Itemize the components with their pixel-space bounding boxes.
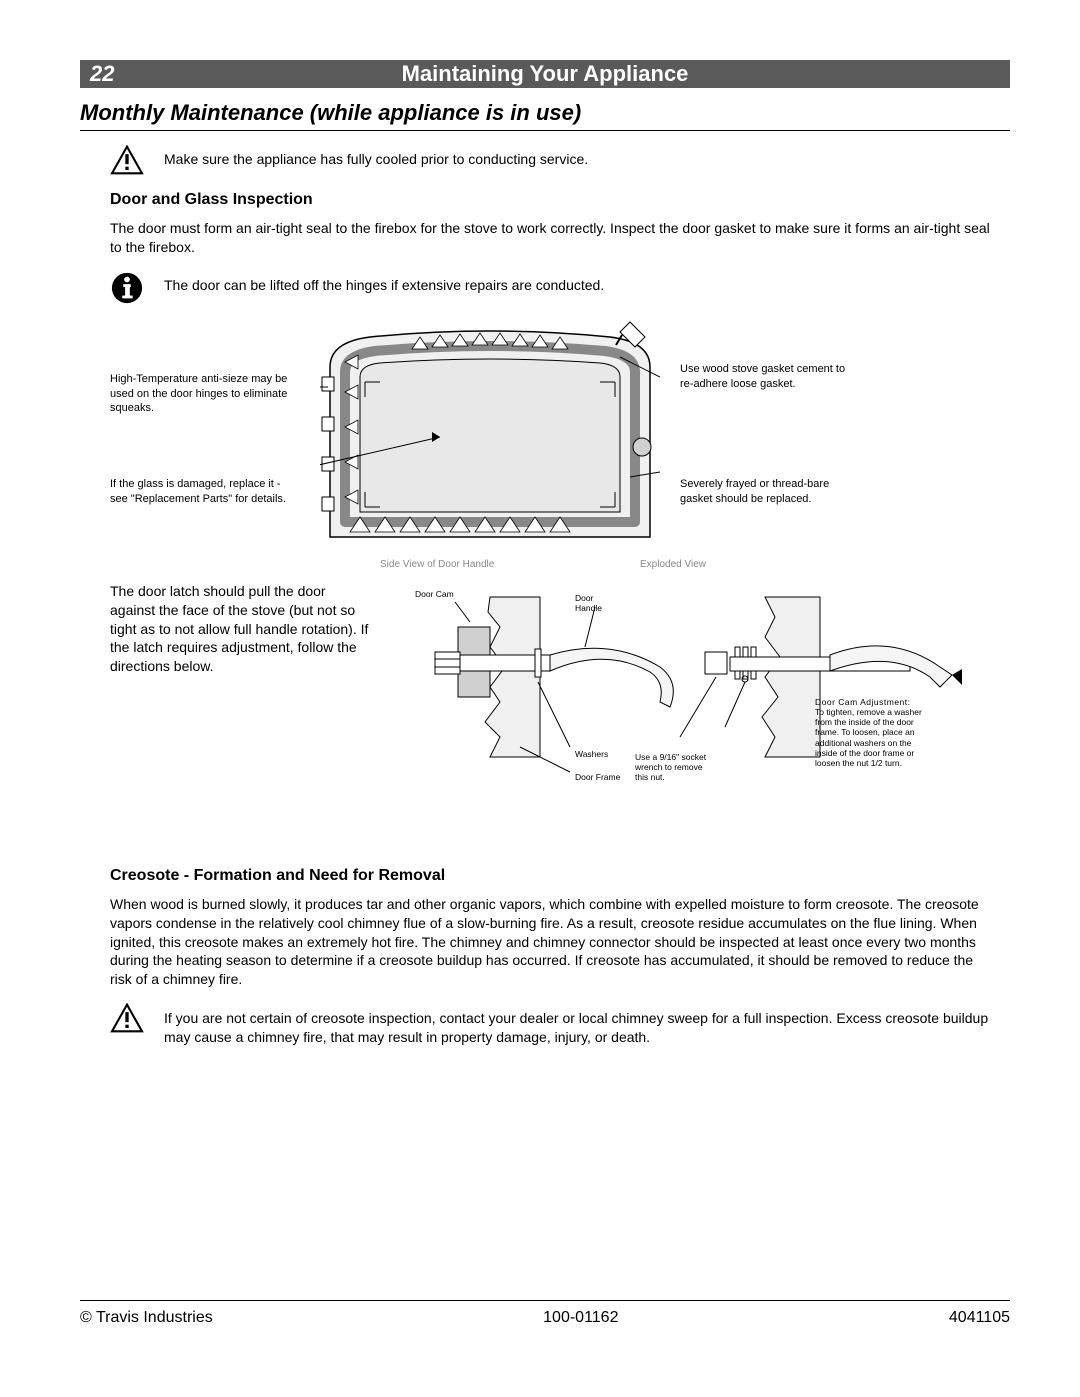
callout-right-2: Severely frayed or thread-bare gasket sh… [680,477,860,507]
footer-right: 4041105 [949,1309,1010,1327]
subheading-creosote: Creosote - Formation and Need for Remova… [80,867,1010,885]
warning-icon [110,1003,144,1033]
footer-center: 100-01162 [543,1309,618,1327]
label-adjust-title: Door Cam Adjustment: [815,697,911,707]
subheading-door: Door and Glass Inspection [80,191,1010,209]
footer: © Travis Industries 100-01162 4041105 [80,1300,1010,1327]
info-row-1: The door can be lifted off the hinges if… [80,271,1010,305]
label-doorframe: Door Frame [575,772,620,782]
door-diagram [320,317,660,567]
warning-row-1: Make sure the appliance has fully cooled… [80,145,1010,175]
warning-row-2: If you are not certain of creosote inspe… [80,1003,1010,1047]
label-wrench: Use a 9/16" socket wrench to remove this… [635,752,715,783]
label-doorhandle: Door Handle [575,593,615,613]
warning-text-2: If you are not certain of creosote inspe… [164,1003,1010,1047]
label-adjust-body: To tighten, remove a washer from the ins… [815,707,922,768]
header-title: Maintaining Your Appliance [160,61,1010,87]
callout-right-1: Use wood stove gasket cement to re-adher… [680,362,850,392]
warning-icon [110,145,144,175]
callout-left-2: If the glass is damaged, replace it - se… [110,477,295,507]
label-washers: Washers [575,749,608,759]
latch-text: The door latch should pull the door agai… [110,582,370,676]
label-exploded-view: Exploded View [640,559,706,570]
label-adjust: Door Cam Adjustment: To tighten, remove … [815,697,925,768]
label-side-view: Side View of Door Handle [380,559,494,570]
callout-left-1: High-Temperature anti-sieze may be used … [110,372,295,417]
section-title: Monthly Maintenance (while appliance is … [80,100,1010,131]
footer-left: © Travis Industries [80,1309,213,1327]
header-bar: 22 Maintaining Your Appliance [80,60,1010,88]
info-icon [110,271,144,305]
label-doorcam: Door Cam [415,589,454,599]
page-number: 22 [80,61,160,87]
body-door: The door must form an air-tight seal to … [80,219,1010,257]
body-creosote: When wood is burned slowly, it produces … [80,895,1010,989]
warning-text-1: Make sure the appliance has fully cooled… [164,145,588,167]
info-text-1: The door can be lifted off the hinges if… [164,271,604,293]
diagram-area: High-Temperature anti-sieze may be used … [80,317,1010,837]
